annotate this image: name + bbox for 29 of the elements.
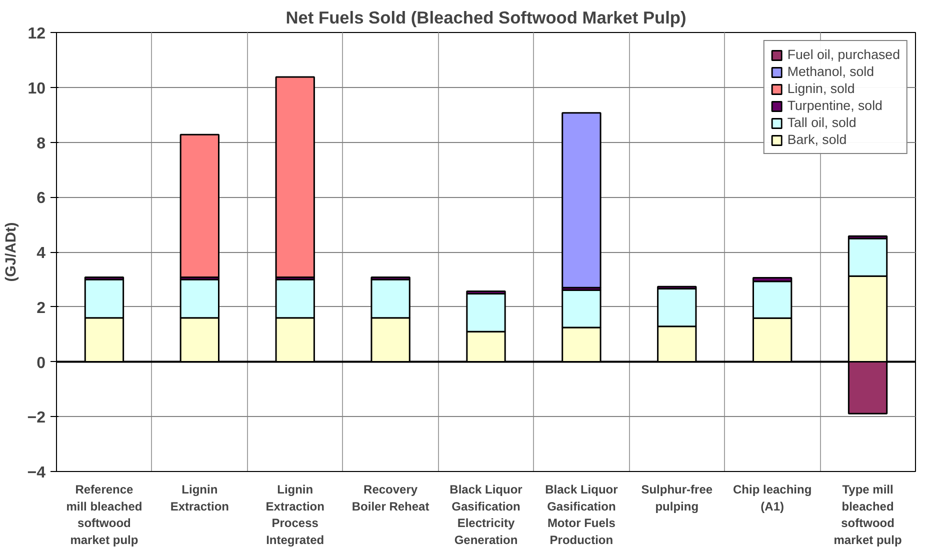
legend-label: Fuel oil, purchased bbox=[787, 47, 900, 62]
y-tick-label: 8 bbox=[36, 135, 46, 152]
legend-label: Tall oil, sold bbox=[787, 115, 856, 130]
y-tick-label: 10 bbox=[28, 80, 46, 98]
legend-label: Methanol, sold bbox=[787, 64, 874, 79]
y-tick-label: −4 bbox=[27, 464, 46, 482]
y-tick-label: 12 bbox=[28, 26, 46, 42]
x-tick-label: Sulphur-free pulping bbox=[641, 482, 713, 514]
legend-label: Turpentine, sold bbox=[787, 98, 882, 113]
x-tick-label: Chip leaching (A1) bbox=[732, 482, 812, 514]
x-tick-label: Reference mill bleached softwood market pulp bbox=[66, 482, 142, 547]
y-axis-title: (GJ/ADt) bbox=[3, 222, 20, 282]
y-tick-label: 2 bbox=[36, 300, 46, 317]
y-tick-label: 0 bbox=[36, 354, 46, 372]
bar bbox=[562, 112, 602, 288]
y-tick-label: 4 bbox=[36, 245, 46, 262]
bar bbox=[180, 134, 220, 278]
legend-label: Bark, sold bbox=[787, 132, 847, 147]
x-tick-label: Black Liquor Gasification Motor Fuels Production bbox=[545, 482, 618, 547]
bar bbox=[275, 76, 315, 278]
legend-label: Lignin, sold bbox=[787, 81, 855, 96]
x-tick-label: Type mill bleached softwood market pulp bbox=[834, 482, 902, 547]
x-tick-label: Recovery Boiler Reheat bbox=[352, 482, 430, 514]
chart-title: Net Fuels Sold (Bleached Softwood Market Pulp) bbox=[286, 8, 686, 28]
y-tick-label: 6 bbox=[36, 190, 46, 208]
x-tick-label: Lignin Extraction bbox=[170, 482, 230, 514]
x-tick-label: Lignin Extraction Process Integrated bbox=[266, 482, 324, 547]
y-tick-label: −2 bbox=[27, 410, 46, 427]
x-tick-label: Black Liquor Gasification Electricity Generation bbox=[450, 482, 523, 547]
